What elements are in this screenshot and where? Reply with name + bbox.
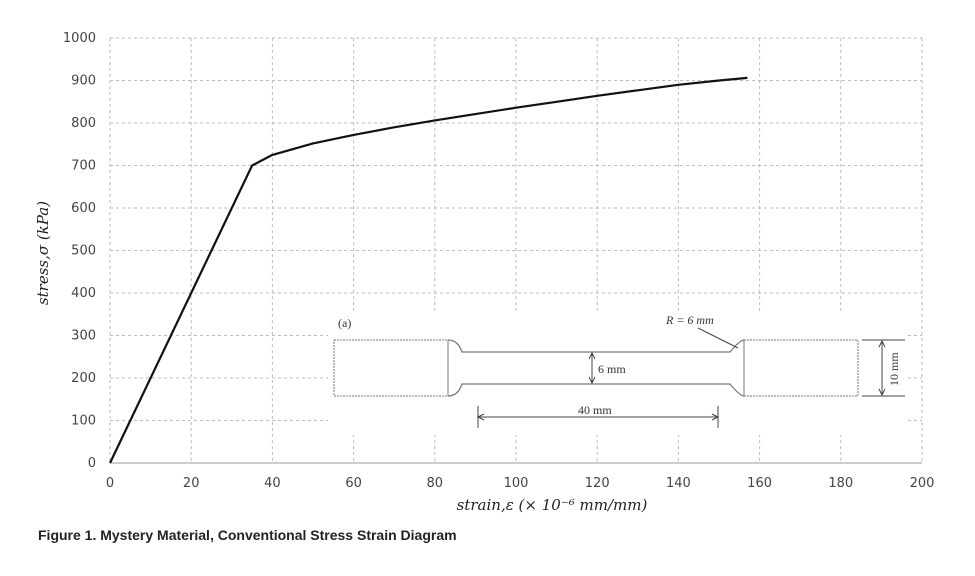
y-tick-label: 700: [71, 159, 96, 174]
y-tick-label: 600: [71, 201, 96, 216]
x-tick-label: 120: [585, 476, 610, 491]
x-tick-label: 100: [504, 476, 529, 491]
figure-caption: Figure 1. Mystery Material, Conventional…: [38, 527, 457, 543]
x-tick-label: 20: [183, 476, 200, 491]
gauge-dimension-label: 40 mm: [578, 403, 612, 417]
y-axis-title: stress,σ (kPa): [34, 201, 52, 305]
stress-strain-curve: [109, 76, 748, 464]
inset-label: (a): [338, 316, 351, 330]
y-tick-label: 200: [71, 371, 96, 386]
x-tick-label: 60: [345, 476, 362, 491]
width-dimension-label: 6 mm: [598, 362, 626, 376]
grip-arrow-bottom: [878, 388, 886, 397]
specimen-inset: (a) 6 mm 40 mm R = 6 mm 10 mm: [328, 313, 908, 435]
y-tick-label: 400: [71, 286, 96, 301]
x-tick-label: 180: [828, 476, 853, 491]
y-tick-label: 500: [71, 244, 96, 259]
y-tick-label: 100: [71, 414, 96, 429]
y-tick-label: 0: [88, 456, 96, 471]
x-tick-label: 80: [427, 476, 444, 491]
x-tick-labels: 0 20 40 60 80 100 120 140 160 180 200: [106, 476, 935, 491]
width-arrow-bottom: [588, 376, 596, 385]
gauge-arrow-right: [711, 413, 720, 421]
x-tick-label: 200: [910, 476, 935, 491]
y-tick-label: 1000: [63, 31, 96, 46]
x-tick-label: 140: [666, 476, 691, 491]
width-arrow-top: [588, 351, 596, 360]
y-tick-label: 900: [71, 74, 96, 89]
right-grip: [743, 339, 859, 397]
x-tick-label: 0: [106, 476, 114, 491]
y-tick-label: 300: [71, 329, 96, 344]
x-axis-title: strain,ε (× 10⁻⁶ mm/mm): [457, 496, 648, 514]
grip-arrow-top: [878, 339, 886, 348]
y-tick-labels: 0 100 200 300 400 500 600 700 800 900 1000: [63, 31, 96, 471]
gauge-arrow-left: [476, 413, 485, 421]
radius-leader-line: [697, 327, 739, 349]
grip-dimension-label: 10 mm: [887, 352, 901, 386]
radius-label: R = 6 mm: [665, 313, 714, 327]
y-tick-label: 800: [71, 116, 96, 131]
reduced-section: [447, 339, 745, 397]
x-tick-label: 40: [264, 476, 281, 491]
x-tick-label: 160: [747, 476, 772, 491]
left-grip: [333, 339, 449, 397]
